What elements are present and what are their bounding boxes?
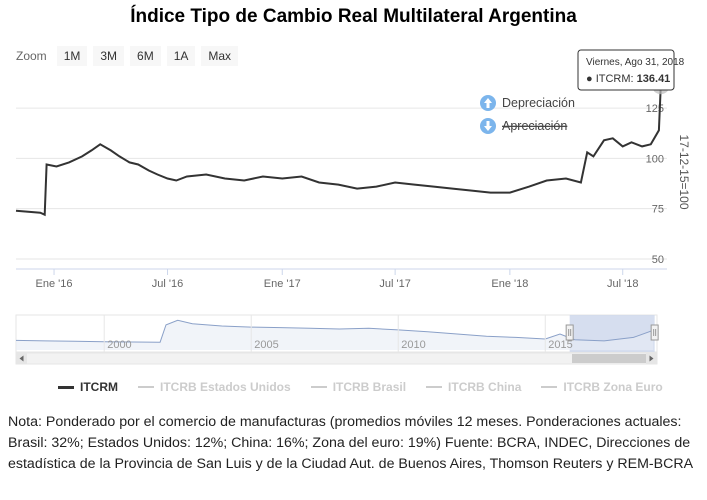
navigator-tick-label: 2005 (254, 339, 278, 351)
y-axis-ticks: 50 75 100 125 (646, 103, 664, 266)
zoom-label: Zoom (16, 49, 47, 63)
x-tick-label: Jul '16 (152, 278, 183, 290)
y-tick-label: 100 (646, 153, 664, 165)
tooltip-series-row: ● ITCRM: 136.41 (586, 73, 670, 85)
scroll-right-icon (649, 355, 654, 362)
tooltip: Viernes, Ago 31, 2018 ● ITCRM: 136.41 (577, 49, 685, 91)
grid-lines (16, 107, 667, 270)
y-axis-label: 17-12-15=100 (677, 134, 691, 209)
annotation-depreciation[interactable]: Depreciación (480, 95, 575, 111)
navigator-tick-label: 2015 (548, 339, 572, 351)
zoom-1m-button[interactable]: 1M (56, 46, 88, 66)
series-line-itcrm[interactable] (15, 85, 662, 217)
footnote: Nota: Ponderado por el comercio de manuf… (8, 414, 694, 472)
x-axis-ticks: Ene '16 Jul '16 Ene '17 Jul '17 Ene '18 Jul '… (36, 269, 638, 290)
chart-title: Índice Tipo de Cambio Real Multilateral … (130, 6, 577, 27)
navigator-handle-right[interactable] (650, 324, 659, 341)
legend-swatch (138, 386, 154, 388)
zoom-max-button[interactable]: Max (201, 46, 239, 66)
legend-label: ITCRB China (448, 380, 522, 394)
navigator-scrollbar[interactable] (15, 352, 658, 365)
x-tick-label: Ene '17 (264, 278, 301, 290)
navigator-ticks: 2000 2005 2010 2015 (103, 315, 573, 352)
y-tick-label: 75 (652, 204, 664, 216)
legend-swatch (310, 386, 327, 388)
legend-item-itcrm[interactable]: ITCRM (58, 380, 118, 394)
zoom-bar: Zoom 1M 3M 6M 1A Max (16, 46, 239, 66)
zoom-6m-button[interactable]: 6M (130, 46, 161, 66)
x-tick-label: Jul '17 (379, 278, 410, 290)
legend-item-itcrb-zona-euro[interactable]: ITCRB Zona Euro (541, 380, 663, 394)
x-tick-label: Ene '16 (36, 278, 73, 290)
y-tick-label: 50 (652, 254, 664, 266)
x-tick-label: Jul '18 (607, 278, 638, 290)
legend-swatch (541, 386, 558, 388)
navigator[interactable]: 2000 2005 2010 2015 (0, 310, 707, 370)
tooltip-box (577, 49, 675, 91)
tooltip-series-name: ITCRM (596, 73, 631, 85)
legend-swatch (58, 385, 74, 389)
navigator-area (16, 320, 654, 350)
scrollbar-thumb[interactable] (572, 354, 646, 363)
legend-label: ITCRB Brasil (332, 380, 407, 394)
handle-grip (650, 324, 659, 341)
y-tick-label: 125 (646, 103, 664, 115)
handle-grip (565, 324, 574, 341)
legend-label: ITCRM (80, 380, 118, 394)
legend-item-itcrb-estados-unidos[interactable]: ITCRB Estados Unidos (138, 380, 291, 394)
zoom-3m-button[interactable]: 3M (93, 46, 125, 66)
appreciation-label: Apreciación (502, 119, 567, 133)
legend-label: ITCRB Estados Unidos (160, 380, 291, 394)
navigator-handle-left[interactable] (565, 324, 574, 341)
legend-label: ITCRB Zona Euro (563, 380, 663, 394)
legend-swatch (426, 386, 443, 388)
legend-item-itcrb-china[interactable]: ITCRB China (426, 380, 521, 394)
navigator-handles[interactable] (565, 324, 659, 341)
navigator-line (15, 319, 654, 343)
navigator-tick-label: 2000 (107, 339, 131, 351)
tooltip-date: Viernes, Ago 31, 2018 (586, 57, 685, 68)
legend: ITCRM ITCRB Estados Unidos ITCRB Brasil … (58, 380, 663, 394)
x-tick-label: Ene '18 (491, 278, 528, 290)
annotation-appreciation[interactable]: Apreciación (480, 118, 567, 134)
scrollbar-track (15, 352, 658, 365)
arrow-down-glyph (484, 121, 492, 131)
legend-item-itcrb-brasil[interactable]: ITCRB Brasil (310, 380, 407, 394)
navigator-tick-label: 2010 (401, 339, 425, 351)
tooltip-value: 136.41 (637, 73, 671, 85)
scroll-left-icon (19, 355, 24, 362)
arrow-up-glyph (484, 98, 492, 108)
depreciation-label: Depreciación (502, 96, 575, 110)
zoom-1a-button[interactable]: 1A (166, 46, 196, 66)
